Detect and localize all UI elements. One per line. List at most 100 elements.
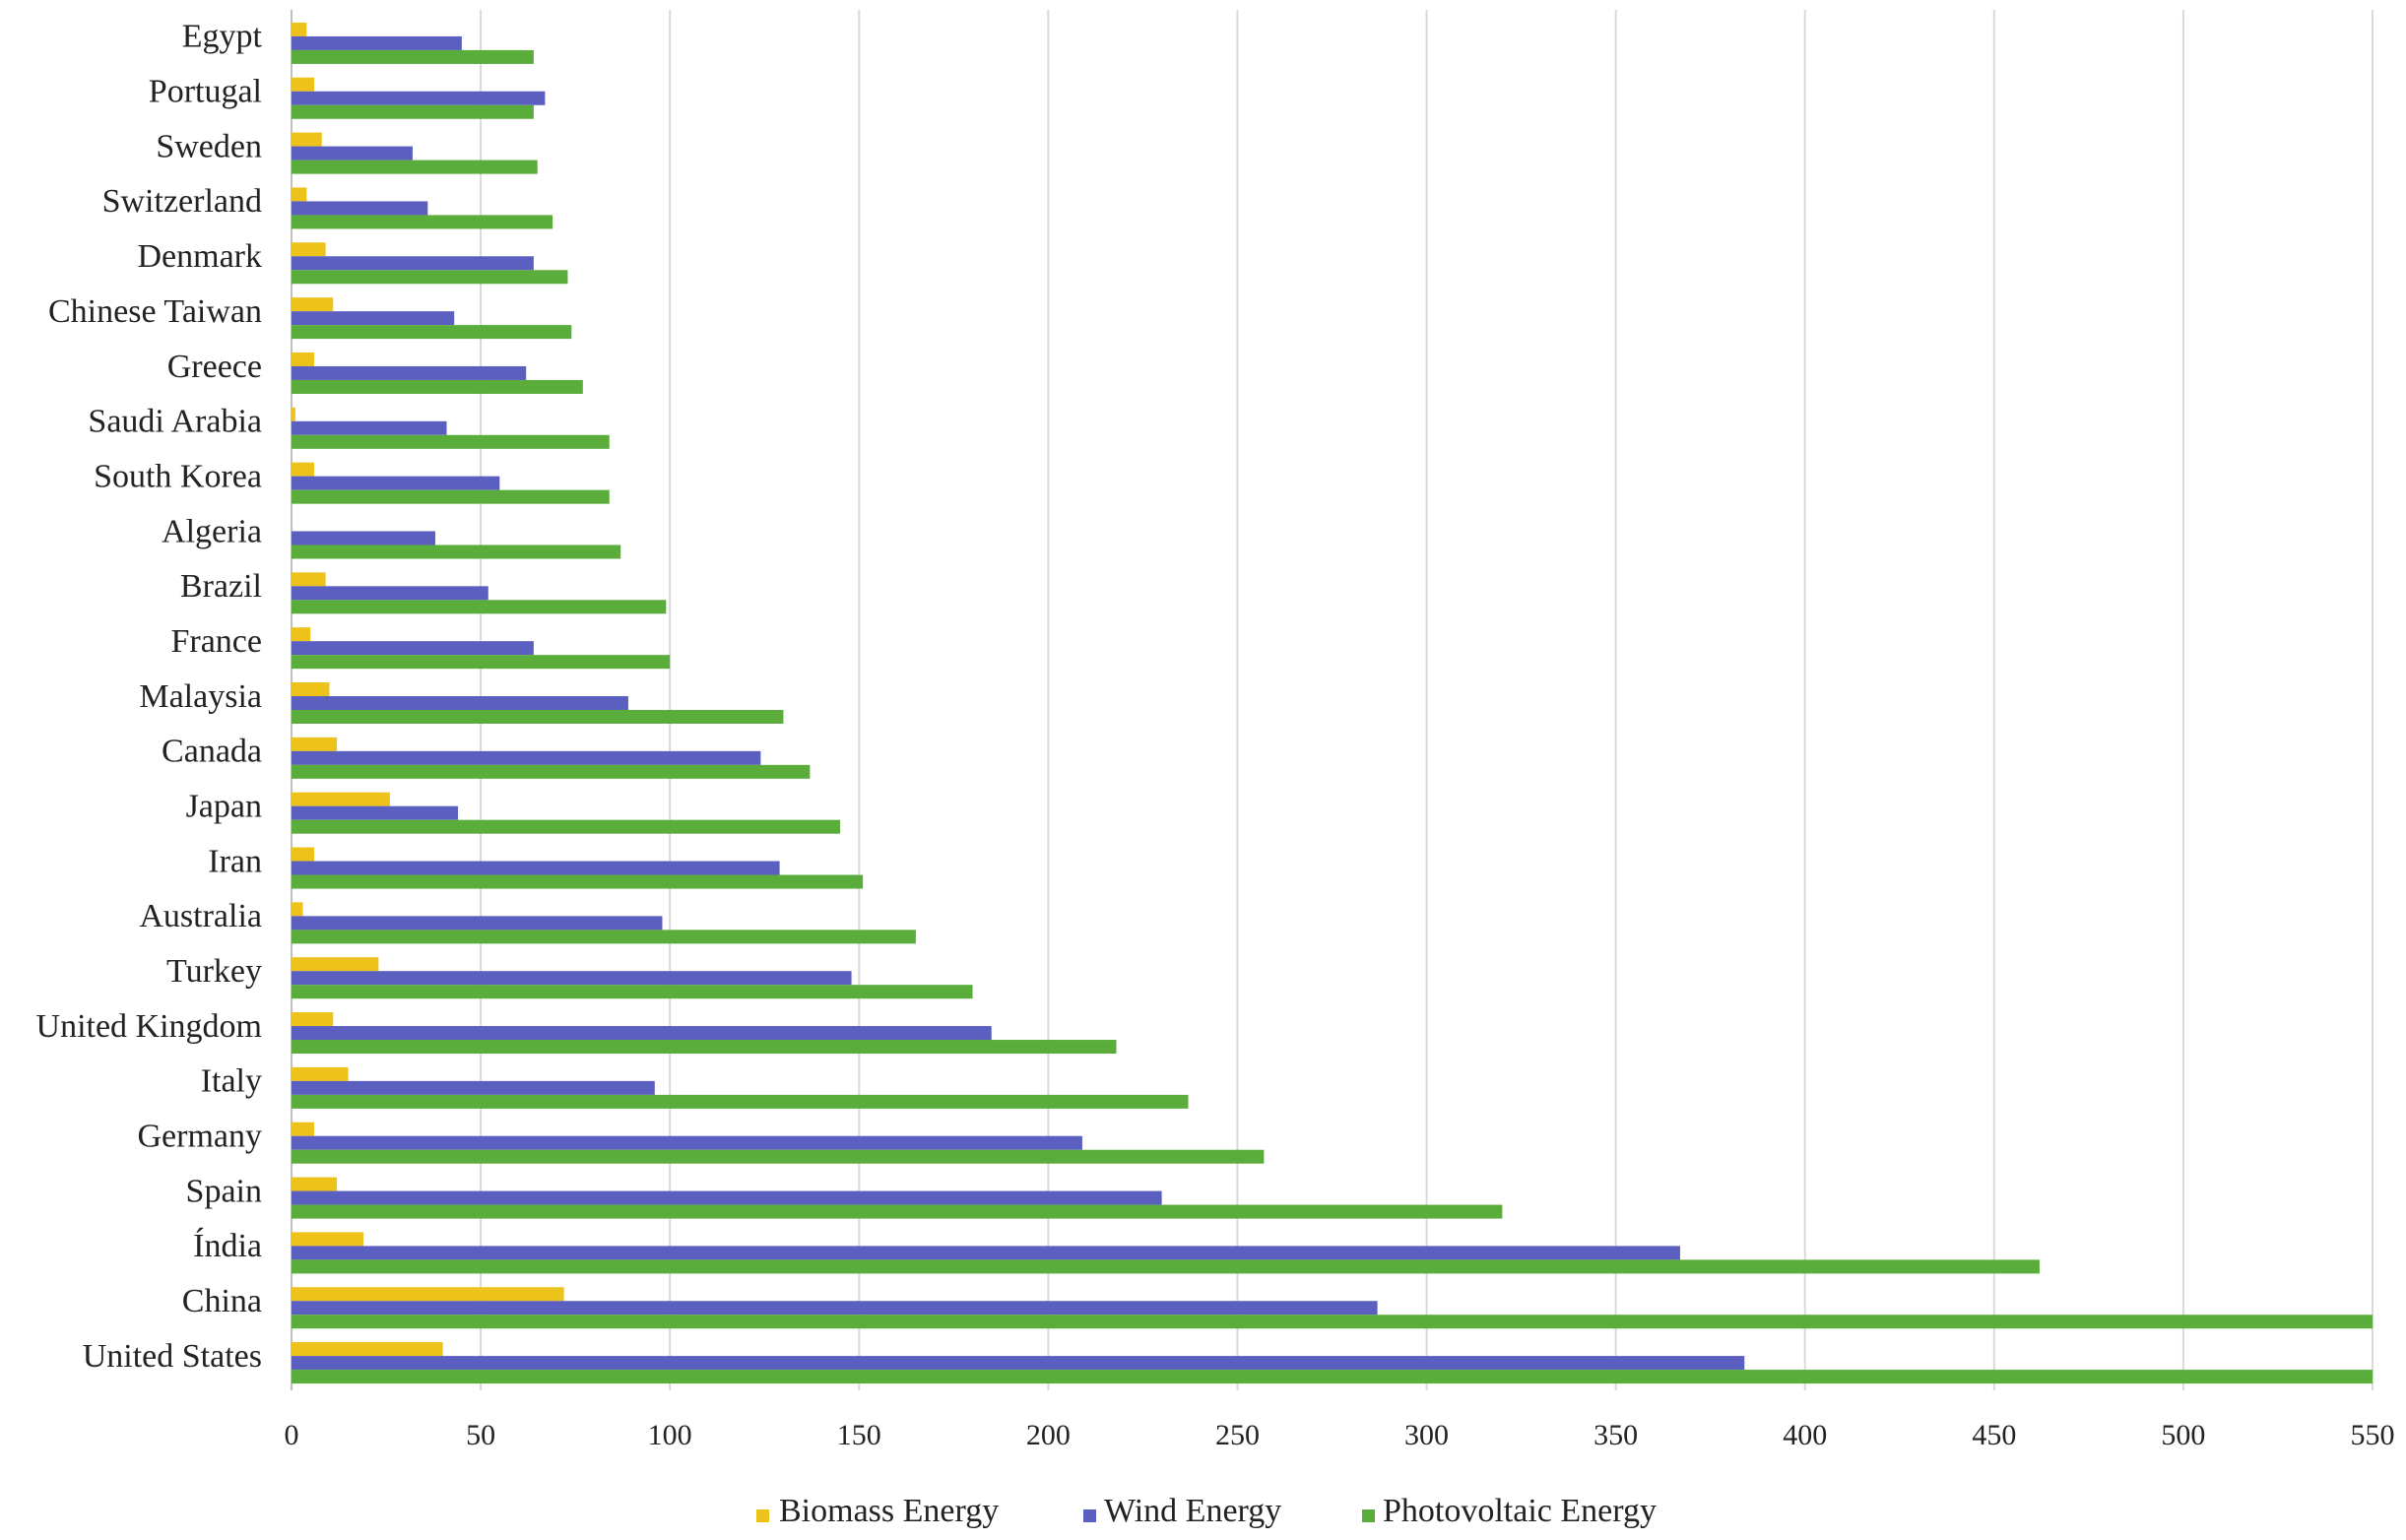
bar bbox=[292, 104, 534, 119]
bar bbox=[292, 270, 568, 285]
bar bbox=[292, 160, 538, 174]
bar bbox=[292, 420, 447, 435]
bar bbox=[292, 49, 534, 64]
bar bbox=[292, 600, 667, 614]
bar bbox=[292, 930, 916, 944]
legend-label: Photovoltaic Energy bbox=[1383, 1493, 1657, 1529]
bar bbox=[292, 847, 315, 862]
y-tick-label: China bbox=[182, 1283, 262, 1319]
y-tick-label: Switzerland bbox=[102, 183, 262, 220]
x-tick-label: 500 bbox=[2161, 1419, 2205, 1451]
bar bbox=[292, 1066, 349, 1081]
bar bbox=[292, 365, 527, 380]
bar bbox=[292, 91, 546, 105]
bar bbox=[292, 132, 322, 147]
legend-marker bbox=[1083, 1509, 1096, 1522]
bar bbox=[292, 1356, 1745, 1371]
bar bbox=[292, 1315, 2373, 1329]
bar bbox=[292, 1012, 334, 1027]
bar bbox=[292, 1342, 443, 1357]
y-tick-label: Portugal bbox=[149, 74, 262, 110]
bar bbox=[292, 1246, 1680, 1260]
legend-marker bbox=[756, 1509, 769, 1522]
bar bbox=[292, 627, 311, 642]
x-tick-label: 300 bbox=[1404, 1419, 1449, 1451]
y-tick-label: South Korea bbox=[94, 458, 262, 494]
bar bbox=[292, 1301, 1378, 1315]
bar bbox=[292, 1122, 315, 1136]
bar bbox=[292, 902, 303, 917]
bar bbox=[292, 861, 780, 875]
bar bbox=[292, 971, 852, 986]
y-tick-label: Chinese Taiwan bbox=[48, 293, 262, 330]
bar bbox=[292, 325, 572, 340]
y-tick-label: France bbox=[170, 623, 262, 660]
y-tick-label: Brazil bbox=[180, 568, 262, 605]
bar bbox=[292, 1040, 1117, 1055]
bar bbox=[292, 1370, 2373, 1384]
bar bbox=[292, 750, 761, 765]
bar bbox=[292, 737, 338, 751]
bar bbox=[292, 1232, 363, 1247]
x-tick-label: 400 bbox=[1783, 1419, 1827, 1451]
bar bbox=[292, 1094, 1189, 1109]
bar bbox=[292, 242, 326, 257]
bar bbox=[292, 256, 534, 271]
y-tick-label: Iran bbox=[208, 843, 262, 879]
bar bbox=[292, 1149, 1265, 1164]
bar bbox=[292, 696, 628, 710]
x-tick-label: 100 bbox=[648, 1419, 692, 1451]
bar bbox=[292, 311, 455, 326]
bar bbox=[292, 1026, 992, 1041]
y-tick-label: Australia bbox=[139, 898, 262, 934]
bar bbox=[292, 215, 553, 229]
bar bbox=[292, 572, 326, 587]
bar bbox=[292, 1259, 2040, 1274]
bar bbox=[292, 916, 663, 930]
y-tick-label: Índia bbox=[193, 1228, 262, 1264]
bar bbox=[292, 710, 784, 724]
x-tick-label: 250 bbox=[1215, 1419, 1260, 1451]
bar bbox=[292, 764, 811, 779]
bar bbox=[292, 682, 330, 696]
y-tick-label: Saudi Arabia bbox=[88, 404, 262, 440]
x-tick-label: 0 bbox=[285, 1419, 299, 1451]
bar bbox=[292, 792, 390, 806]
bar bbox=[292, 297, 334, 312]
bar bbox=[292, 187, 307, 202]
x-tick-label: 150 bbox=[837, 1419, 881, 1451]
bar bbox=[292, 35, 462, 50]
bar bbox=[292, 379, 583, 394]
y-tick-label: Malaysia bbox=[139, 678, 262, 715]
y-tick-label: Algeria bbox=[162, 513, 262, 549]
bar bbox=[292, 22, 307, 36]
y-tick-label: Japan bbox=[186, 788, 262, 824]
y-tick-label: Germany bbox=[137, 1119, 262, 1155]
bar bbox=[292, 462, 315, 477]
y-tick-label: United States bbox=[83, 1338, 262, 1375]
bar bbox=[292, 489, 610, 504]
y-tick-label: United Kingdom bbox=[36, 1008, 262, 1045]
bar bbox=[292, 985, 973, 999]
bar bbox=[292, 805, 459, 820]
x-tick-label: 350 bbox=[1593, 1419, 1638, 1451]
bar bbox=[292, 655, 671, 670]
bar bbox=[292, 819, 841, 834]
y-tick-label: Denmark bbox=[137, 238, 262, 275]
legend-marker bbox=[1362, 1509, 1375, 1522]
bar bbox=[292, 476, 500, 490]
y-tick-label: Spain bbox=[186, 1173, 262, 1209]
bar bbox=[292, 1177, 338, 1191]
bar bbox=[292, 586, 488, 601]
y-tick-label: Italy bbox=[201, 1063, 262, 1100]
bar bbox=[292, 1080, 655, 1095]
x-tick-label: 200 bbox=[1026, 1419, 1071, 1451]
legend-label: Biomass Energy bbox=[779, 1493, 999, 1529]
x-tick-label: 450 bbox=[1972, 1419, 2016, 1451]
legend-label: Wind Energy bbox=[1104, 1493, 1281, 1529]
y-tick-label: Egypt bbox=[182, 19, 263, 55]
bar bbox=[292, 874, 864, 889]
x-tick-label: 550 bbox=[2351, 1419, 2395, 1451]
bar bbox=[292, 146, 413, 160]
